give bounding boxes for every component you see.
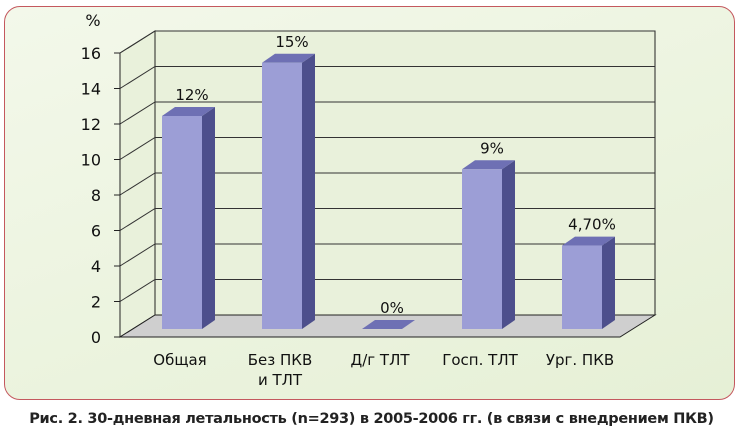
bar-top bbox=[562, 236, 615, 246]
bar-side bbox=[202, 107, 215, 329]
bar-top bbox=[362, 320, 415, 329]
y-tick-label: 14 bbox=[81, 80, 101, 99]
gridline bbox=[119, 101, 655, 125]
category-label: Д/г ТЛТ bbox=[350, 351, 410, 369]
y-tick-label: 0 bbox=[91, 328, 101, 347]
y-tick-label: 16 bbox=[81, 44, 101, 63]
gridline bbox=[119, 30, 655, 54]
data-label: 15% bbox=[275, 33, 308, 51]
category-label-line: и ТЛТ bbox=[258, 371, 303, 389]
bar-top bbox=[462, 160, 515, 170]
y-tick-label: 8 bbox=[91, 186, 101, 205]
y-axis-unit: % bbox=[85, 11, 100, 30]
y-tick-label: 10 bbox=[81, 151, 101, 170]
bar-side bbox=[502, 160, 515, 329]
bar-side bbox=[302, 53, 315, 329]
y-tick-label: 4 bbox=[91, 257, 101, 276]
data-label: 12% bbox=[175, 86, 208, 104]
bar-top bbox=[262, 53, 315, 63]
gridline bbox=[119, 66, 655, 89]
y-tick-label: 12 bbox=[81, 115, 101, 134]
data-label: 0% bbox=[380, 299, 404, 317]
y-tick-label: 2 bbox=[91, 293, 101, 312]
bar bbox=[262, 62, 302, 329]
bar-top bbox=[162, 107, 215, 116]
category-label: Ург. ПКВ bbox=[546, 351, 614, 369]
gridline bbox=[119, 137, 655, 160]
bar bbox=[562, 245, 602, 329]
data-label: 4,70% bbox=[568, 216, 616, 234]
category-label: Госп. ТЛТ bbox=[442, 351, 518, 369]
category-label: Общая bbox=[153, 351, 206, 369]
bar bbox=[162, 116, 202, 329]
category-label: Без ПКВ и ТЛТ bbox=[248, 351, 312, 389]
category-label-line: Госп. ТЛТ bbox=[442, 351, 518, 369]
category-label-line: Общая bbox=[153, 351, 206, 369]
category-label-line: Ург. ПКВ bbox=[546, 351, 614, 369]
data-label: 9% bbox=[480, 139, 504, 157]
y-tick-label: 6 bbox=[91, 222, 101, 241]
figure-caption: Рис. 2. 30-дневная летальность (n=293) в… bbox=[29, 411, 714, 427]
bar bbox=[462, 169, 502, 329]
bar-chart: 0 2 4 6 8 10 12 14 16% 12% Общая 15% Без ПКВ и ТЛТ 0% Д… bbox=[81, 11, 657, 389]
category-label-line: Без ПКВ bbox=[248, 351, 312, 369]
bar-side bbox=[602, 236, 615, 329]
category-label-line: Д/г ТЛТ bbox=[350, 351, 410, 369]
